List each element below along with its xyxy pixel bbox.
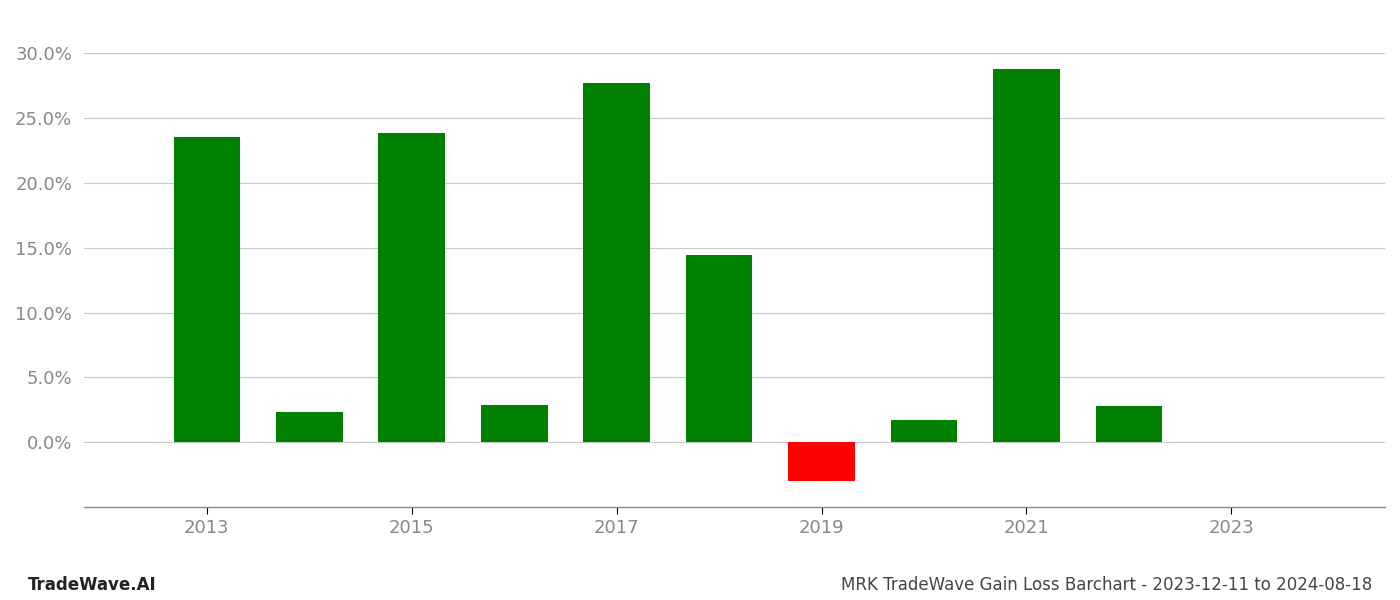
Text: TradeWave.AI: TradeWave.AI: [28, 576, 157, 594]
Bar: [276, 412, 343, 442]
Bar: [890, 420, 958, 442]
Bar: [788, 442, 855, 481]
Bar: [1096, 406, 1162, 442]
Bar: [378, 133, 445, 442]
Bar: [174, 137, 241, 442]
Bar: [686, 256, 752, 442]
Bar: [482, 404, 547, 442]
Text: MRK TradeWave Gain Loss Barchart - 2023-12-11 to 2024-08-18: MRK TradeWave Gain Loss Barchart - 2023-…: [841, 576, 1372, 594]
Bar: [584, 83, 650, 442]
Bar: [993, 68, 1060, 442]
